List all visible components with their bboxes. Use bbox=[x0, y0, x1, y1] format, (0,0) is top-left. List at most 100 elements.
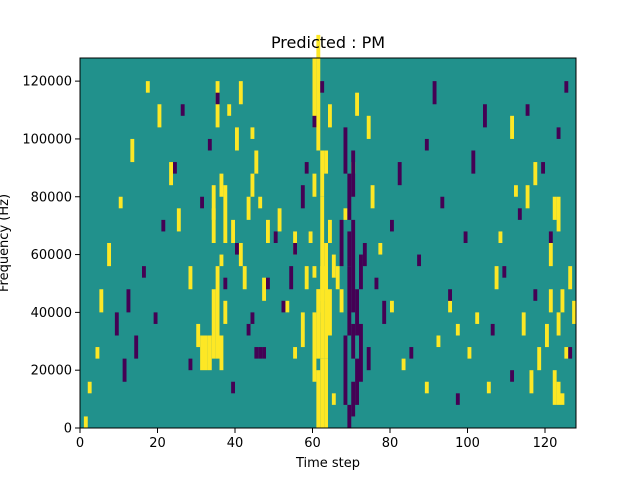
heatmap-cell-low bbox=[548, 231, 553, 243]
heatmap-cell-high bbox=[87, 381, 92, 394]
heatmap-cell-high bbox=[537, 347, 542, 371]
y-tick-label: 120000 bbox=[22, 75, 72, 90]
heatmap-cell-low bbox=[564, 81, 569, 93]
heatmap-cell-low bbox=[490, 323, 495, 336]
heatmap-cell-high bbox=[366, 115, 371, 139]
x-tick-label: 100 bbox=[455, 436, 480, 451]
heatmap-cell-high bbox=[250, 173, 255, 197]
heatmap-cell-low bbox=[266, 277, 270, 290]
heatmap-cell-high bbox=[552, 196, 557, 220]
heatmap-cell-low bbox=[262, 347, 267, 359]
heatmap-cell-high bbox=[250, 127, 255, 139]
heatmap-cell-low bbox=[126, 289, 131, 313]
heatmap-cell-high bbox=[242, 266, 247, 290]
heatmap-cell-high bbox=[211, 289, 216, 359]
heatmap-cell-low bbox=[200, 196, 205, 209]
heatmap-cell-low bbox=[161, 219, 166, 232]
heatmap-cell-high bbox=[219, 335, 224, 371]
y-tick-label: 0 bbox=[64, 422, 72, 437]
heatmap-cell-low bbox=[432, 81, 437, 105]
heatmap-cell-low bbox=[254, 347, 259, 359]
heatmap-cell-high bbox=[390, 300, 394, 313]
heatmap-cell-low bbox=[366, 347, 371, 371]
heatmap-cell-low bbox=[463, 231, 468, 243]
heatmap-cell-high bbox=[335, 266, 340, 290]
heatmap-cell-high bbox=[223, 300, 228, 324]
heatmap-cell-low bbox=[390, 219, 394, 232]
heatmap-cell-low bbox=[180, 104, 185, 116]
heatmap-cell-low bbox=[510, 370, 515, 382]
heatmap-cell-low bbox=[541, 162, 546, 174]
heatmap-cell-high bbox=[312, 266, 317, 278]
heatmap-cell-high bbox=[258, 196, 263, 209]
heatmap-cell-high bbox=[254, 150, 259, 174]
heatmap-cell-high bbox=[521, 312, 526, 336]
heatmap-cell-low bbox=[556, 127, 561, 139]
heatmap-cell-high bbox=[424, 381, 429, 394]
heatmap-cell-low bbox=[188, 358, 193, 371]
heatmap-cell-high bbox=[324, 150, 329, 174]
heatmap-cell-low bbox=[417, 254, 422, 267]
heatmap-cell-high bbox=[514, 185, 518, 197]
heatmap-cell-high bbox=[207, 335, 212, 371]
heatmap-cell-low bbox=[173, 162, 177, 174]
heatmap-cell-high bbox=[316, 289, 321, 313]
heatmap-cell-high bbox=[560, 289, 565, 313]
heatmap-cell-low bbox=[347, 231, 352, 267]
heatmap-cell-low bbox=[502, 266, 507, 278]
heatmap-cell-high bbox=[227, 104, 232, 116]
heatmap-cell-high bbox=[560, 393, 565, 405]
heatmap-cell-low bbox=[374, 277, 379, 290]
heatmap-cell-high bbox=[312, 312, 317, 382]
heatmap-cell-low bbox=[343, 127, 348, 174]
heatmap-cell-low bbox=[312, 115, 317, 128]
heatmap-cell-low bbox=[343, 335, 348, 405]
heatmap-cell-low bbox=[355, 289, 360, 336]
heatmap-cell-low bbox=[517, 208, 522, 220]
heatmap-cell-low bbox=[359, 254, 363, 290]
heatmap-cell-low bbox=[355, 358, 360, 405]
heatmap-cell-low bbox=[235, 243, 239, 255]
heatmap-cell-high bbox=[285, 300, 290, 313]
heatmap-cell-high bbox=[324, 243, 329, 359]
heatmap-cell-low bbox=[207, 138, 212, 151]
heatmap-cell-high bbox=[370, 185, 375, 209]
chart-title: Predicted : PM bbox=[271, 33, 385, 52]
y-tick-label: 100000 bbox=[22, 132, 72, 147]
heatmap-cell-high bbox=[556, 196, 561, 232]
heatmap-cell-low bbox=[134, 335, 139, 359]
heatmap-cell-low bbox=[568, 347, 573, 359]
heatmap-cell-high bbox=[196, 323, 201, 348]
heatmap-cell-high bbox=[467, 347, 472, 359]
heatmap-cell-low bbox=[533, 289, 538, 301]
heatmap-cell-high bbox=[219, 173, 224, 197]
heatmap-cell-high bbox=[316, 289, 321, 359]
heatmap-cell-high bbox=[312, 173, 317, 197]
heatmap-cell-high bbox=[238, 81, 243, 105]
heatmap-cell-low bbox=[382, 300, 387, 324]
heatmap-cell-low bbox=[471, 150, 476, 174]
x-tick-label: 20 bbox=[149, 436, 166, 451]
heatmap-cell-high bbox=[552, 370, 557, 405]
heatmap-cell-high bbox=[204, 335, 208, 371]
heatmap-cell-high bbox=[188, 266, 193, 290]
heatmap-cell-low bbox=[142, 266, 146, 278]
heatmap-cell-high bbox=[95, 347, 100, 359]
heatmap-cell-high bbox=[316, 34, 321, 151]
heatmap-cell-high bbox=[107, 243, 112, 267]
heatmap-cell-high bbox=[320, 266, 325, 301]
heatmap-cell-high bbox=[556, 381, 561, 405]
plot-frame bbox=[79, 57, 577, 429]
heatmap-cell-high bbox=[436, 335, 441, 348]
heatmap-cell-high bbox=[475, 312, 480, 324]
heatmap-cell-low bbox=[440, 196, 445, 209]
heatmap-cell-high bbox=[308, 231, 313, 243]
heatmap-cell-high bbox=[498, 231, 503, 243]
heatmap-cell-high bbox=[324, 358, 329, 429]
heatmap-cell-high bbox=[548, 243, 553, 267]
heatmap-cell-low bbox=[281, 300, 286, 313]
heatmap-cell-low bbox=[351, 150, 356, 197]
y-tick-label: 40000 bbox=[31, 306, 72, 321]
heatmap-cell-low bbox=[347, 266, 352, 336]
